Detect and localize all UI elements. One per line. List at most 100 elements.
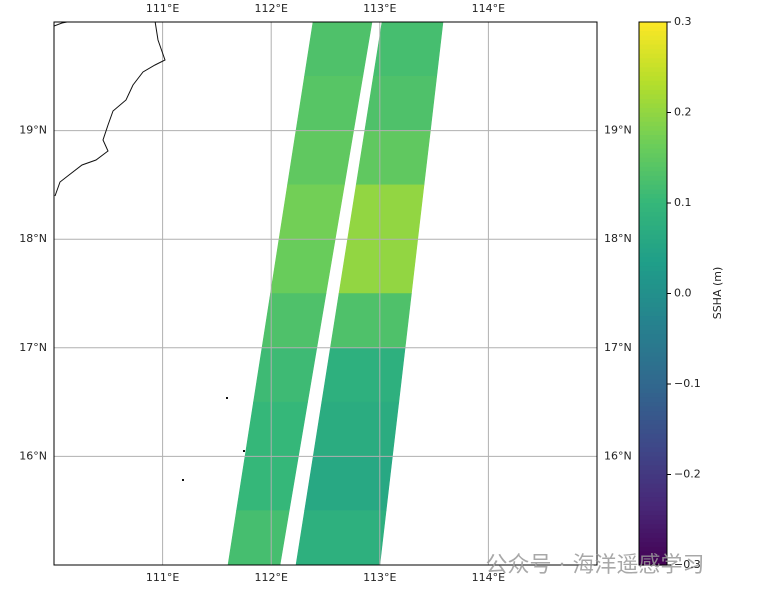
colorbar-tick-label: −0.3 [674,558,701,571]
colorbar-step [639,153,667,159]
colorbar-step [639,166,667,172]
ssha-cell [312,401,400,457]
y-tick-label: 19°N [19,124,47,137]
x-tick-label: 111°E [146,571,179,584]
colorbar-step [639,438,667,444]
colorbar-step [639,89,667,96]
y-tick-label: 16°N [19,449,47,462]
colorbar-step [639,144,667,150]
colorbar-step [639,447,667,453]
colorbar-step [639,35,667,41]
colorbar-step [639,193,667,200]
colorbar-step [639,284,667,290]
colorbar-step [639,53,667,59]
colorbar-step [639,334,667,340]
swath-layer [227,22,444,565]
island [226,397,228,399]
colorbar-step [639,58,667,64]
colorbar-step [639,207,667,213]
colorbar [639,22,667,566]
colorbar-step [639,94,667,100]
colorbar-step [639,230,667,236]
colorbar-step [639,126,667,132]
ssha-cell [295,510,387,565]
colorbar-step [639,248,667,254]
y-tick-label: 18°N [19,232,47,245]
colorbar-step [639,266,667,272]
colorbar-step [639,302,667,308]
colorbar-step [639,85,667,91]
colorbar-step [639,442,667,448]
colorbar-step [639,261,667,267]
ssha-cell [355,130,431,186]
colorbar-step [639,157,667,163]
colorbar-step [639,497,667,503]
colorbar-step [639,98,667,105]
colorbar-step [639,31,667,37]
x-tick-label: 112°E [254,571,287,584]
colorbar-step [639,316,667,322]
grid-layer [54,22,597,565]
x-tick-label: 112°E [254,2,287,15]
ssha-cell [321,347,406,403]
coastline-layer [54,22,245,481]
colorbar-step [639,524,667,530]
ssha-cell [330,293,412,349]
colorbar-step [639,365,667,372]
colorbar-tick-label: 0.2 [674,106,692,119]
colorbar-step [639,189,667,195]
ssha-cell [364,76,438,131]
colorbar-tick-label: 0.1 [674,196,692,209]
colorbar-step [639,311,667,317]
colorbar-step [639,80,667,86]
colorbar-step [639,216,667,222]
colorbar-step [639,162,667,168]
colorbar-step [639,239,667,245]
colorbar-step [639,411,667,417]
colorbar-step [639,298,667,304]
colorbar-step [639,184,667,191]
colorbar-step [639,474,667,480]
colorbar-step [639,361,667,367]
colorbar-step [639,26,667,32]
colorbar-step [639,112,667,118]
ssha-cell [244,401,308,457]
colorbar-step [639,275,667,281]
coastline [54,22,70,27]
colorbar-step [639,44,667,50]
colorbar-step [639,76,667,82]
colorbar-step [639,374,667,381]
colorbar-step [639,62,667,68]
ssha-cell [278,184,345,240]
x-tick-label: 113°E [363,571,396,584]
colorbar-step [639,402,667,408]
map-frame [53,21,598,566]
colorbar-step [639,420,667,426]
ssha-cell [373,22,444,77]
colorbar-step [639,388,667,394]
ssha-cell [253,347,318,403]
colorbar-step [639,460,667,467]
colorbar-step [639,225,667,231]
colorbar-step [639,198,667,204]
coastline [54,22,166,197]
colorbar-step [639,519,667,525]
colorbar-step [639,234,667,240]
colorbar-step [639,356,667,362]
ssha-cell [295,76,364,131]
ssha-cell [347,184,425,240]
colorbar-step [639,352,667,358]
colorbar-step [639,67,667,73]
colorbar-step [639,465,667,471]
colorbar-step [639,397,667,403]
colorbar-step [639,479,667,485]
ssha-cell [270,238,336,294]
y-tick-label: 16°N [604,449,632,462]
colorbar-step [639,555,667,562]
ssha-cell [236,456,299,512]
colorbar-step [639,469,667,476]
colorbar-step [639,107,667,114]
colorbar-step [639,221,667,227]
ssha-cell [227,510,290,565]
colorbar-step [639,483,667,489]
